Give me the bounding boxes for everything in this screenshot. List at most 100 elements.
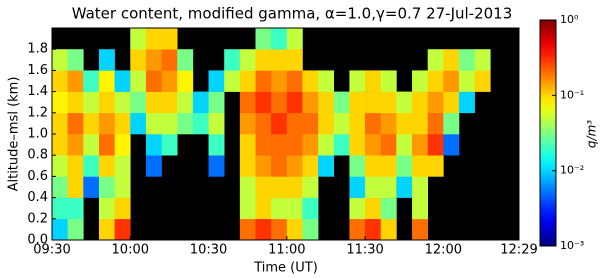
heatmap-cell [115,134,131,156]
heatmap-cell [381,134,397,156]
heatmap-cell [240,49,256,70]
heatmap-cell [240,155,256,177]
heatmap-cell [396,134,412,156]
heatmap-cell [287,49,303,70]
heatmap-cell [412,155,428,177]
heatmap-cell [115,219,131,241]
heatmap-cell [115,113,131,135]
heatmap-cell [240,113,256,135]
heatmap-cell [459,92,475,114]
heatmap-cell [365,92,381,114]
heatmap-cell [365,155,381,177]
colorbar-label: q/m³ [585,120,599,148]
heatmap-cell [428,70,444,92]
heatmap-cell [130,113,146,135]
heatmap-cell [240,134,256,156]
heatmap-cell [381,155,397,177]
heatmap-cell [271,92,287,114]
heatmap-cell [412,113,428,135]
heatmap-cell [334,113,350,135]
heatmap-cell [428,134,444,156]
heatmap-cell [99,113,115,135]
heatmap-cell [287,176,303,198]
heatmap-cell [240,176,256,198]
heatmap-cell [255,70,271,92]
heatmap-cell [99,198,115,220]
heatmap-cell [302,113,318,135]
heatmap-cell [349,70,365,92]
colorbar-tick-label: 10⁻² [560,164,584,177]
heatmap-cell [396,113,412,135]
heatmap-cell [381,219,397,241]
x-tick-label: 12:29 [500,243,537,258]
heatmap-cell [99,176,115,198]
heatmap-cell [302,198,318,220]
heatmap-cell [52,92,68,114]
heatmap-cell [365,219,381,241]
x-tick-label: 11:30 [346,243,383,258]
heatmap-cell [381,176,397,198]
heatmap-cell [146,155,162,177]
y-tick-label: 0.0 [27,233,48,248]
heatmap-cell [146,70,162,92]
heatmap-cell [443,92,459,114]
heatmap-cell [255,92,271,114]
heatmap-cell [334,134,350,156]
heatmap-cell [255,49,271,70]
colorbar [540,20,556,246]
heatmap-cell [52,176,68,198]
heatmap-cell [193,113,209,135]
y-tick-label: 1.4 [27,84,48,99]
heatmap-cell [68,113,84,135]
heatmap-cell [255,176,271,198]
heatmap-cell [115,198,131,220]
heatmap-cell [83,92,99,114]
heatmap-cell [302,70,318,92]
heatmap-cell [146,134,162,156]
heatmap-cell [83,113,99,135]
heatmap-cell [349,134,365,156]
heatmap-cell [412,219,428,241]
heatmap-cell [302,219,318,241]
heatmap-cell [130,28,146,50]
heatmap-cell [209,134,225,156]
heatmap-cell [271,70,287,92]
y-tick-label: 1.2 [27,105,48,120]
heatmap-cell [396,92,412,114]
heatmap-cell [255,113,271,135]
heatmap-cell [475,70,491,92]
heatmap-cell [130,92,146,114]
heatmap-cell [302,155,318,177]
heatmap-cell [365,134,381,156]
heatmap-cell [271,113,287,135]
heatmap-cell [99,219,115,241]
colorbar-tick-label: 10⁻³ [560,239,584,252]
heatmap-cell [209,113,225,135]
chart-title: Water content, modified gamma, α=1.0,γ=0… [72,5,513,23]
x-tick-label: 12:00 [425,243,462,258]
heatmap-cell [271,155,287,177]
y-tick-label: 0.4 [27,190,48,205]
heatmap-cell [177,113,193,135]
y-tick-label: 0.8 [27,148,48,163]
heatmap-cell [52,155,68,177]
heatmap-cell [83,176,99,198]
heatmap-cell [428,49,444,70]
heatmap-cell [52,113,68,135]
heatmap-cell [475,49,491,70]
heatmap-cell [428,92,444,114]
heatmap-cell [99,155,115,177]
heatmap-cell [302,134,318,156]
heatmap-cell [396,176,412,198]
heatmap-cell [115,70,131,92]
chart: Water content, modified gamma, α=1.0,γ=0… [0,0,602,278]
heatmap-cell [83,155,99,177]
heatmap-cell [443,49,459,70]
heatmap-cell [99,49,115,70]
heatmap-cell [459,49,475,70]
heatmap-cell [412,92,428,114]
heatmap-cell [177,92,193,114]
heatmap-cell [240,219,256,241]
heatmap-cell [255,155,271,177]
heatmap-cell [162,49,178,70]
